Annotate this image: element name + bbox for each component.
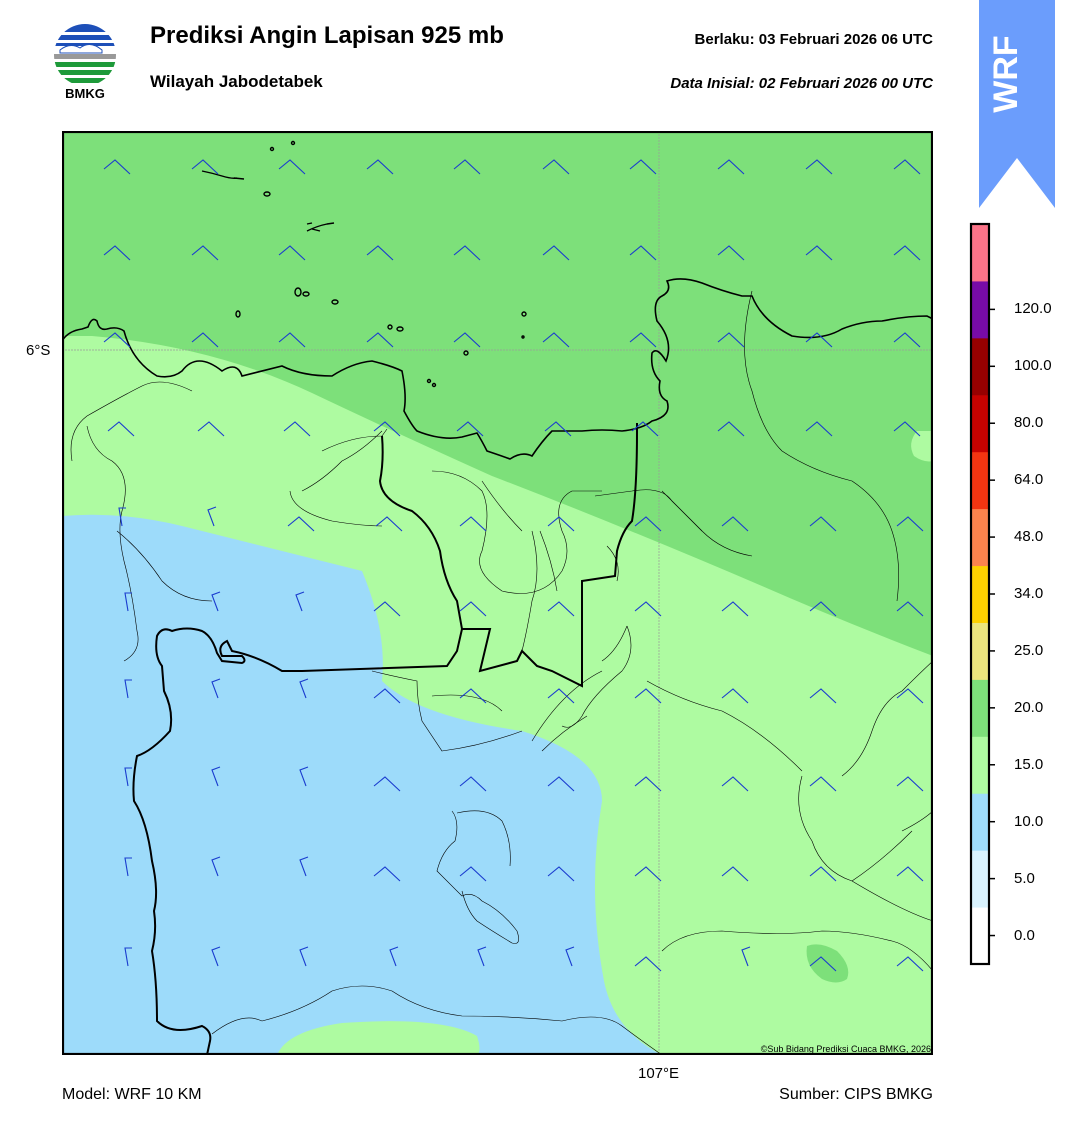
wrf-badge-text: WRF [987, 35, 1025, 112]
coastline [62, 278, 933, 460]
colorbar-tick-label: 48.0 [1014, 528, 1044, 546]
colorbar-tick-label: 120.0 [1014, 300, 1052, 318]
page-title: Prediksi Angin Lapisan 925 mb [150, 22, 504, 49]
colorbar-tick-label: 0.0 [1014, 926, 1035, 944]
colorbar-tick-label: 20.0 [1014, 698, 1044, 716]
colorbar-tick-label: 100.0 [1014, 357, 1052, 375]
colorbar-segment [971, 622, 989, 680]
colorbar-tick-label: 25.0 [1014, 641, 1044, 659]
valid-time: Berlaku: 03 Februari 2026 06 UTC [694, 31, 933, 48]
zone-10-15-south-patch [277, 1021, 480, 1055]
model-info: Model: WRF 10 KM [62, 1086, 202, 1103]
copyright-text: ©Sub Bidang Prediksi Cuaca BMKG, 2026 [760, 1044, 931, 1054]
colorbar-segment [971, 907, 989, 965]
province-boundaries [132, 423, 638, 1055]
colorbar-tick-label: 34.0 [1014, 585, 1044, 602]
wind-speed-colorbar [969, 222, 995, 966]
colorbar-tick-label: 5.0 [1014, 869, 1035, 887]
colorbar-tick-label: 10.0 [1014, 812, 1044, 830]
source-info: Sumber: CIPS BMKG [779, 1086, 933, 1103]
bmkg-logo [54, 24, 116, 86]
map-frame [62, 131, 933, 1055]
colorbar-ticks [989, 308, 995, 937]
zone-5-10 [62, 514, 662, 1055]
wrf-badge: WRF [979, 0, 1055, 208]
colorbar-segment [971, 565, 989, 623]
regency-boundaries [70, 290, 933, 1055]
longitude-label: 107°E [638, 1065, 680, 1082]
initial-data-time: Data Inisial: 02 Februari 2026 00 UTC [670, 75, 933, 92]
colorbar-segments [971, 224, 989, 965]
colorbar-segment [971, 451, 989, 510]
colorbar-tick-label: 15.0 [1014, 755, 1044, 773]
wind-map [62, 131, 933, 1055]
colorbar-tick-label: 80.0 [1014, 414, 1044, 432]
zone-15-20-east-patch [911, 431, 933, 462]
colorbar-segment [971, 280, 989, 339]
colorbar-segment [971, 508, 989, 567]
colorbar-segment [971, 679, 989, 737]
colorbar-segment [971, 736, 989, 794]
colorbar-segment [971, 224, 989, 282]
colorbar-segment [971, 337, 989, 396]
colorbar-segment [971, 793, 989, 851]
thousand-islands [201, 140, 527, 388]
colorbar-segment [971, 394, 989, 453]
latitude-label: 6°S [26, 342, 51, 359]
logo-label: BMKG [65, 86, 105, 101]
region-subtitle: Wilayah Jabodetabek [150, 72, 323, 91]
colorbar-tick-label: 64.0 [1014, 471, 1044, 489]
zone-15-20 [62, 131, 933, 656]
colorbar-segment [971, 850, 989, 908]
